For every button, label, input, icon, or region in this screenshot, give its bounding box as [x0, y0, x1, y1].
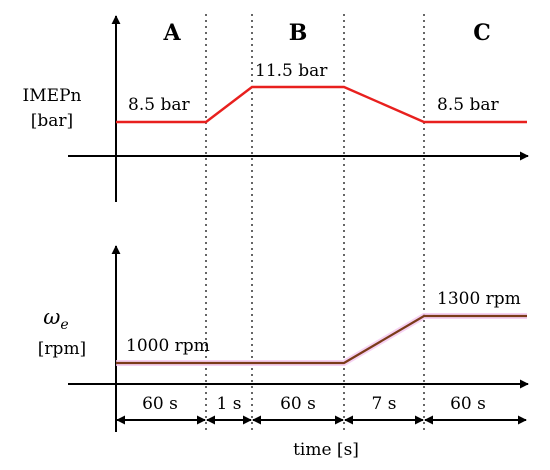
top-ylabel-unit: [bar] — [31, 111, 73, 131]
duration-label-5: 60 s — [450, 394, 486, 414]
duration-label-1: 60 s — [142, 394, 178, 414]
imepn-label-b: 11.5 bar — [255, 61, 328, 81]
duration-label-3: 60 s — [280, 394, 316, 414]
duration-label-4: 7 s — [372, 394, 397, 414]
imepn-label-c: 8.5 bar — [437, 95, 499, 115]
phase-label-c: C — [473, 20, 491, 46]
speed-label-high: 1300 rpm — [437, 289, 521, 309]
phase-label-a: A — [162, 20, 181, 46]
speed-profile-line — [116, 314, 527, 365]
bottom-ylabel-unit: [rpm] — [38, 339, 86, 359]
duration-label-2: 1 s — [217, 394, 242, 414]
time-axis-label: time [s] — [293, 440, 359, 460]
imepn-label-a: 8.5 bar — [128, 95, 190, 115]
speed-label-low: 1000 rpm — [126, 336, 210, 356]
top-ylabel-quantity: IMEPn — [23, 86, 82, 106]
bottom-ylabel-symbol: ωe — [43, 305, 68, 333]
phase-label-b: B — [289, 20, 308, 46]
imepn-profile-line — [116, 85, 527, 124]
